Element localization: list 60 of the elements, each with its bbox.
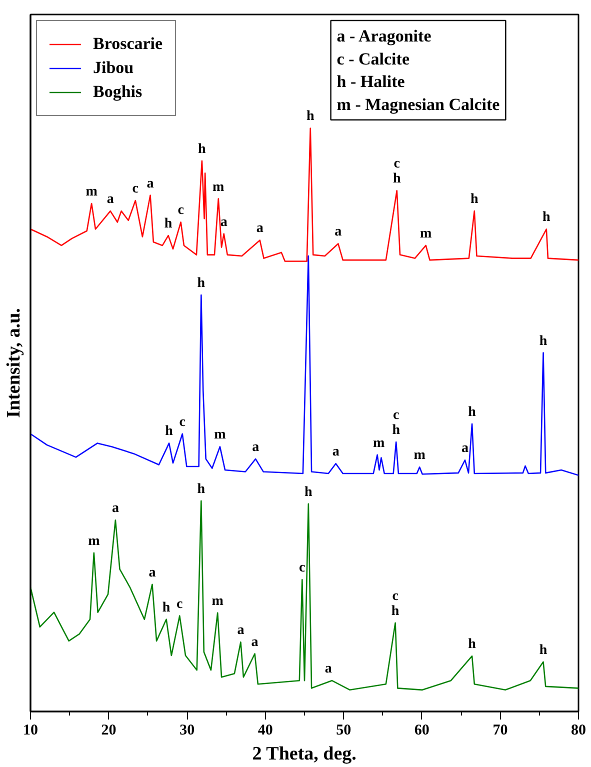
annotation: c h <box>392 156 401 187</box>
annotation: h <box>164 216 172 232</box>
x-tick-label: 50 <box>336 722 352 738</box>
annotation: m <box>212 180 225 195</box>
legend-label: Broscarie <box>93 33 163 55</box>
annotation: a <box>461 441 468 456</box>
annotation: h <box>542 210 551 226</box>
annotation: a <box>324 662 332 677</box>
text: a - Aragonite <box>336 26 432 46</box>
annotation: h <box>470 192 478 208</box>
x-tick-label: 20 <box>101 722 116 738</box>
annotation: m <box>373 436 386 451</box>
annotation: m <box>214 428 226 443</box>
annotation: a <box>334 224 342 240</box>
annotation: m <box>414 448 426 464</box>
annotation: a <box>252 440 260 455</box>
x-tick-label: 80 <box>571 722 586 738</box>
x-tick-label: 40 <box>258 722 273 738</box>
annotation: a <box>112 501 119 516</box>
text: c - Calcite <box>336 49 410 68</box>
annotation: c h <box>391 588 400 619</box>
annotation: h <box>468 404 476 420</box>
annotation: h <box>197 482 206 497</box>
annotation: c <box>176 596 183 612</box>
annotation: h <box>304 484 313 500</box>
annotation: m <box>212 594 224 609</box>
annotation: c <box>132 182 139 197</box>
annotation: h <box>197 276 206 292</box>
annotation: h <box>306 109 314 124</box>
x-tick-label: 10 <box>23 722 38 738</box>
annotation: a <box>332 444 340 460</box>
text: h - Halite <box>336 72 406 92</box>
annotation: a <box>237 623 244 638</box>
annotation: a <box>148 565 156 580</box>
annotation: h <box>539 334 548 349</box>
annotation: h <box>165 424 174 440</box>
x-tick-label: 60 <box>414 722 430 738</box>
x-tick-label: 30 <box>180 722 195 738</box>
annotation: c <box>178 203 184 218</box>
x-axis-title: 2 Theta, deg. <box>252 744 356 764</box>
y-axis-title: Intensity, a.u. <box>4 308 24 418</box>
legend-label: Boghis <box>93 81 142 103</box>
annotation: h <box>198 142 206 157</box>
annotation: h <box>539 642 548 658</box>
annotation: a <box>251 634 258 650</box>
annotation: a <box>256 221 264 236</box>
annotation: c <box>299 560 306 576</box>
annotation: c h <box>392 408 400 438</box>
text: m - Magnesian Calcite <box>336 94 500 114</box>
annotation: a <box>146 176 154 192</box>
annotation: m <box>420 226 432 242</box>
legend-label: Jibou <box>93 57 134 79</box>
annotation: m <box>88 534 100 549</box>
annotation: c <box>179 414 186 430</box>
annotation: a <box>220 214 228 230</box>
annotation: a <box>106 192 114 208</box>
annotation: h <box>468 637 476 652</box>
x-tick-label: 70 <box>492 722 508 738</box>
annotation: h <box>162 600 170 616</box>
annotation: m <box>86 184 98 200</box>
